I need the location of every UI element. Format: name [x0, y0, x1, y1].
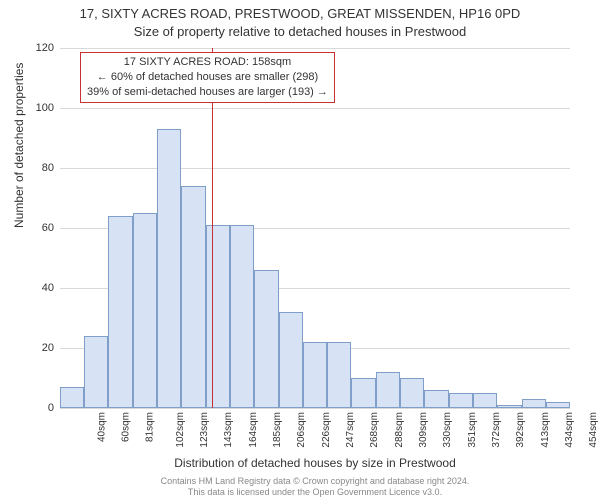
license-line-1: Contains HM Land Registry data © Crown c… [60, 476, 570, 487]
grid-line [60, 168, 570, 169]
grid-line [60, 48, 570, 49]
plot-area: 02040608010012040sqm60sqm81sqm102sqm123s… [60, 48, 570, 408]
histogram-bar [473, 393, 497, 408]
y-tick-label: 100 [36, 102, 54, 114]
x-tick-label: 123sqm [199, 412, 210, 448]
x-tick-label: 226sqm [321, 412, 332, 448]
histogram-bar [522, 399, 546, 408]
x-tick-label: 434sqm [564, 412, 575, 448]
y-tick-label: 60 [42, 222, 54, 234]
x-tick-label: 40sqm [96, 412, 107, 442]
grid-line [60, 108, 570, 109]
histogram-bar [327, 342, 351, 408]
chart-title-address: 17, SIXTY ACRES ROAD, PRESTWOOD, GREAT M… [0, 6, 600, 21]
histogram-bar [254, 270, 278, 408]
annotation-line: ← 60% of detached houses are smaller (29… [87, 70, 328, 85]
histogram-bar [546, 402, 570, 408]
x-tick-label: 60sqm [121, 412, 132, 442]
histogram-bar [303, 342, 327, 408]
histogram-bar [279, 312, 303, 408]
x-tick-label: 309sqm [418, 412, 429, 448]
chart-subtitle: Size of property relative to detached ho… [0, 24, 600, 39]
x-tick-label: 247sqm [345, 412, 356, 448]
x-tick-label: 81sqm [145, 412, 156, 442]
histogram-bar [133, 213, 157, 408]
histogram-bar [400, 378, 424, 408]
histogram-bar [376, 372, 400, 408]
x-axis-label: Distribution of detached houses by size … [60, 456, 570, 470]
x-tick-label: 392sqm [515, 412, 526, 448]
histogram-bar [449, 393, 473, 408]
x-tick-label: 413sqm [540, 412, 551, 448]
annotation-line: 39% of semi-detached houses are larger (… [87, 85, 328, 100]
x-tick-label: 372sqm [491, 412, 502, 448]
x-tick-label: 143sqm [224, 412, 235, 448]
annotation-box: 17 SIXTY ACRES ROAD: 158sqm← 60% of deta… [80, 52, 335, 103]
grid-line [60, 408, 570, 409]
histogram-bar [497, 405, 521, 408]
histogram-bar [84, 336, 108, 408]
histogram-bar [230, 225, 254, 408]
histogram-bar [424, 390, 448, 408]
x-tick-label: 206sqm [296, 412, 307, 448]
y-tick-label: 20 [42, 342, 54, 354]
histogram-bar [351, 378, 375, 408]
y-tick-label: 120 [36, 42, 54, 54]
x-tick-label: 454sqm [588, 412, 599, 448]
y-axis-label: Number of detached properties [12, 63, 26, 228]
y-tick-label: 40 [42, 282, 54, 294]
y-tick-label: 80 [42, 162, 54, 174]
annotation-line: 17 SIXTY ACRES ROAD: 158sqm [87, 55, 328, 70]
x-tick-label: 268sqm [369, 412, 380, 448]
license-line-2: This data is licensed under the Open Gov… [60, 487, 570, 498]
x-tick-label: 102sqm [175, 412, 186, 448]
histogram-bar [108, 216, 132, 408]
x-tick-label: 288sqm [394, 412, 405, 448]
histogram-bar [181, 186, 205, 408]
x-tick-label: 185sqm [272, 412, 283, 448]
license-text: Contains HM Land Registry data © Crown c… [60, 476, 570, 498]
x-tick-label: 164sqm [248, 412, 259, 448]
y-tick-label: 0 [48, 402, 54, 414]
histogram-bar [157, 129, 181, 408]
x-tick-label: 330sqm [442, 412, 453, 448]
histogram-bar [60, 387, 84, 408]
x-tick-label: 351sqm [467, 412, 478, 448]
histogram-bar [206, 225, 230, 408]
